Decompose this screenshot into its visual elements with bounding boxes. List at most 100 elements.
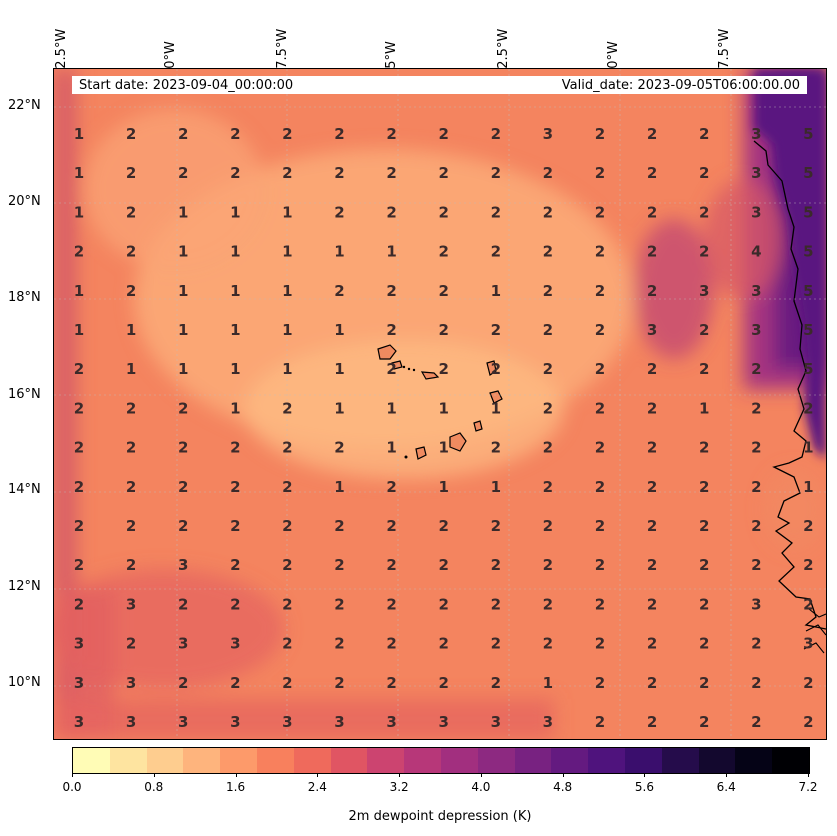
grid-value: 1 [803,439,813,457]
grid-value: 2 [491,517,501,535]
grid-value: 3 [386,713,396,731]
colorbar-segment [73,748,110,773]
grid-value: 2 [230,439,240,457]
colorbar-segment [183,748,221,773]
grid-value: 2 [699,674,709,692]
grid-value: 1 [491,399,501,417]
grid-value: 1 [230,203,240,221]
grid-value: 2 [491,360,501,378]
grid-value: 2 [178,164,188,182]
grid-value: 1 [491,478,501,496]
grid-value: 2 [647,478,657,496]
colorbar-tick [562,773,564,777]
colorbar-tick [317,773,319,777]
grid-value: 1 [74,203,84,221]
grid-value: 3 [543,125,553,143]
grid-value: 1 [334,399,344,417]
map-panel: 1 2 2 2 2 2 2 2 2 3 2 2 2 3 5 1 2 2 2 2 2 2 2 2 2 2 2 2 3 5 1 2 1 1 1 2 2 2 2 2… [53,68,827,740]
grid-value: 3 [74,635,84,653]
grid-value: 3 [751,203,761,221]
grid-value: 2 [438,360,448,378]
grid-value: 2 [647,439,657,457]
grid-value: 2 [595,517,605,535]
grid-value: 2 [282,478,292,496]
grid-value: 2 [386,556,396,574]
grid-value: 2 [126,243,136,261]
grid-value: 2 [230,164,240,182]
grid-value: 1 [543,674,553,692]
colorbar-segment [698,748,736,773]
grid-value: 2 [699,517,709,535]
grid-value: 2 [595,360,605,378]
grid-value: 3 [126,595,136,613]
grid-value: 2 [595,125,605,143]
start-date: Start date: 2023-09-04_00:00:00 [79,78,294,93]
colorbar-segment [477,748,515,773]
grid-value: 2 [438,282,448,300]
grid-value: 1 [230,282,240,300]
grid-value: 2 [595,439,605,457]
colorbar-tick [480,773,482,777]
coastline-south [803,608,826,654]
grid-value: 2 [699,125,709,143]
colorbar-tick-label: 5.6 [634,780,654,794]
grid-value: 2 [751,635,761,653]
grid-value: 2 [803,595,813,613]
colorbar-tick-label: 3.2 [389,780,409,794]
grid-value: 2 [126,164,136,182]
colorbar-segment [588,748,625,773]
grid-value: 2 [647,595,657,613]
grid-value: 2 [647,517,657,535]
grid-value: 2 [386,360,396,378]
grid-value: 4 [751,243,761,261]
grid-value: 2 [386,635,396,653]
grid-value: 1 [438,478,448,496]
grid-value: 2 [647,164,657,182]
grid-value: 2 [178,399,188,417]
grid-value: 2 [282,595,292,613]
grid-value: 1 [386,399,396,417]
grid-value: 3 [803,635,813,653]
grid-value: 2 [334,164,344,182]
grid-value: 2 [178,517,188,535]
islands [377,344,503,460]
grid-value: 2 [438,556,448,574]
grid-value: 2 [647,203,657,221]
grid-value: 3 [751,595,761,613]
grid-value: 2 [438,243,448,261]
grid-value: 2 [751,556,761,574]
grid-value: 2 [491,321,501,339]
grid-value: 2 [699,439,709,457]
grid-value: 2 [282,399,292,417]
grid-value: 2 [438,635,448,653]
grid-value: 2 [595,203,605,221]
grid-value: 2 [386,595,396,613]
grid-value: 1 [282,243,292,261]
grid-value: 2 [282,517,292,535]
grid-value: 2 [74,595,84,613]
colorbar-segment [404,748,441,773]
grid-value: 2 [334,595,344,613]
grid-value: 3 [751,164,761,182]
grid-value: 2 [699,164,709,182]
grid-value: 2 [647,635,657,653]
grid-value: 2 [126,125,136,143]
grid-value: 2 [751,713,761,731]
grid-value: 2 [178,478,188,496]
grid-value: 2 [230,125,240,143]
grid-value: 2 [334,517,344,535]
grid-value: 1 [126,321,136,339]
grid-value: 2 [751,439,761,457]
grid-value: 2 [699,595,709,613]
grid-value: 2 [386,674,396,692]
grid-value: 2 [438,517,448,535]
colorbar-segment [440,748,478,773]
grid-value: 3 [438,713,448,731]
grid-value: 2 [74,399,84,417]
grid-value: 3 [230,635,240,653]
grid-value: 2 [751,478,761,496]
grid-value: 2 [699,478,709,496]
grid-value: 3 [699,282,709,300]
grid-value: 2 [595,399,605,417]
colorbar-segment [772,748,809,773]
